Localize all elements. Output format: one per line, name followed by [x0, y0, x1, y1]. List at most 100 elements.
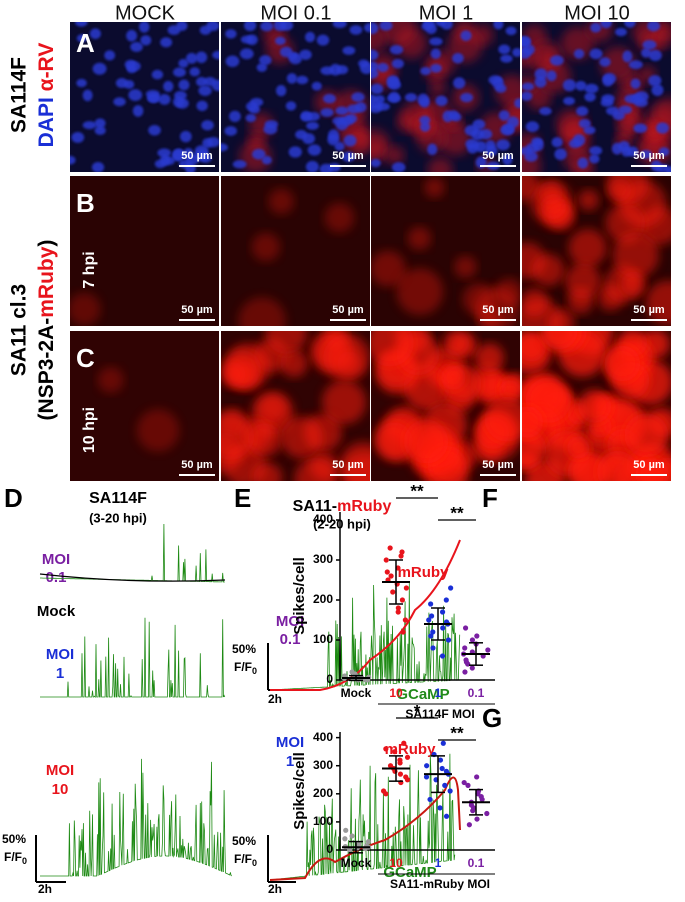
nucleus — [600, 98, 614, 107]
nucleus — [300, 110, 312, 120]
fluorescent-cell — [443, 331, 470, 357]
stain-dapi: DAPI — [35, 97, 58, 147]
nucleus — [391, 162, 406, 172]
nucleus — [386, 77, 400, 89]
nucleus — [171, 148, 186, 161]
construct-marker: mRuby — [35, 246, 58, 317]
x-axis-label: SA11-mRuby MOI — [390, 877, 490, 891]
nucleus — [435, 95, 448, 107]
data-point — [440, 740, 446, 746]
nucleus — [335, 106, 349, 115]
unit: F/F — [234, 852, 252, 866]
nucleus — [261, 155, 272, 165]
micrograph-content — [221, 176, 370, 326]
y-tick-label: 0 — [326, 672, 333, 686]
scale-x: 2h — [268, 882, 282, 896]
data-point — [447, 788, 453, 794]
nucleus — [139, 22, 150, 33]
infected-cell — [385, 145, 405, 165]
panel-letter: B — [76, 188, 95, 218]
fluorescent-cell — [403, 364, 450, 411]
nucleus — [299, 49, 312, 60]
nucleus — [128, 89, 143, 102]
nucleus — [70, 155, 76, 165]
data-point — [428, 633, 434, 639]
micrograph: 50 µm — [70, 331, 219, 481]
data-point — [402, 617, 408, 623]
nucleus — [307, 144, 322, 156]
nucleus — [256, 63, 268, 72]
fluorescent-cell — [522, 288, 549, 317]
nucleus — [113, 97, 126, 107]
nucleus — [599, 57, 611, 67]
nucleus — [145, 89, 160, 99]
micrographs: 50 µm 50 µm 50 µm 50 µm 50 µm 50 µm 50 µm 50 µm… — [70, 22, 671, 481]
nucleus — [648, 75, 662, 87]
scale-bar-label: 50 µm — [332, 150, 364, 162]
column-headers: MOCK MOI 0.1 MOI 1 MOI 10 — [115, 2, 630, 24]
column-header: MOI 1 — [419, 2, 473, 24]
nucleus — [630, 78, 641, 89]
data-point — [439, 653, 446, 659]
y-tick-label: 0 — [326, 842, 333, 856]
nucleus — [464, 125, 479, 136]
nucleus — [232, 160, 247, 169]
micrograph: 50 µm — [371, 176, 520, 326]
fluorescent-cell — [440, 365, 466, 391]
unit-sub: 0 — [252, 858, 257, 868]
nucleus — [615, 27, 627, 37]
micrograph-content — [522, 176, 671, 326]
nucleus — [522, 37, 531, 48]
data-point — [485, 647, 491, 653]
fluorescent-cell — [324, 202, 355, 233]
data-point — [462, 645, 468, 651]
data-point — [349, 669, 355, 675]
data-point — [395, 609, 401, 615]
background — [70, 22, 219, 172]
nucleus — [158, 94, 171, 105]
nucleus — [427, 143, 438, 156]
nucleus — [185, 153, 200, 165]
nucleus — [554, 148, 567, 161]
fluorescent-cell — [522, 427, 547, 470]
data-point — [465, 782, 471, 788]
nucleus — [376, 102, 390, 111]
trace-label: 0.1 — [280, 631, 301, 648]
fluorescent-cell — [578, 389, 612, 423]
significance-label: ** — [450, 503, 464, 522]
nucleus — [75, 22, 88, 27]
nucleus — [245, 113, 257, 123]
nucleus — [316, 34, 330, 46]
data-point — [383, 557, 389, 563]
fluorescent-cell — [604, 345, 641, 382]
fluorescent-cell — [238, 297, 286, 326]
data-point — [443, 813, 450, 819]
fluorescent-cell — [540, 331, 578, 350]
nucleus — [275, 84, 287, 97]
data-point — [439, 609, 446, 615]
nucleus — [185, 162, 196, 172]
mock-trace — [39, 573, 226, 582]
data-point — [479, 796, 485, 803]
nucleus — [420, 66, 432, 76]
infected-cell — [429, 78, 447, 96]
nucleus — [430, 48, 441, 59]
x-tick-label: 0.1 — [468, 856, 485, 870]
y-tick-label: 300 — [313, 552, 333, 566]
unit-sub: 0 — [252, 666, 257, 676]
significance-label: * — [414, 701, 421, 720]
fluorescent-cell — [322, 380, 366, 425]
data-point — [484, 810, 490, 817]
title-prefix: SA11- — [293, 498, 337, 515]
nucleus — [577, 157, 589, 169]
fluorescent-cell — [280, 416, 323, 459]
x-tick-label: 10 — [389, 856, 403, 870]
scale-x: 2h — [38, 882, 52, 896]
nucleus — [514, 98, 520, 109]
nucleus — [174, 90, 187, 100]
data-point — [474, 816, 480, 822]
fluorescent-cell — [371, 331, 414, 367]
nucleus — [89, 28, 101, 40]
nucleus — [460, 30, 472, 41]
nucleus — [140, 35, 152, 46]
